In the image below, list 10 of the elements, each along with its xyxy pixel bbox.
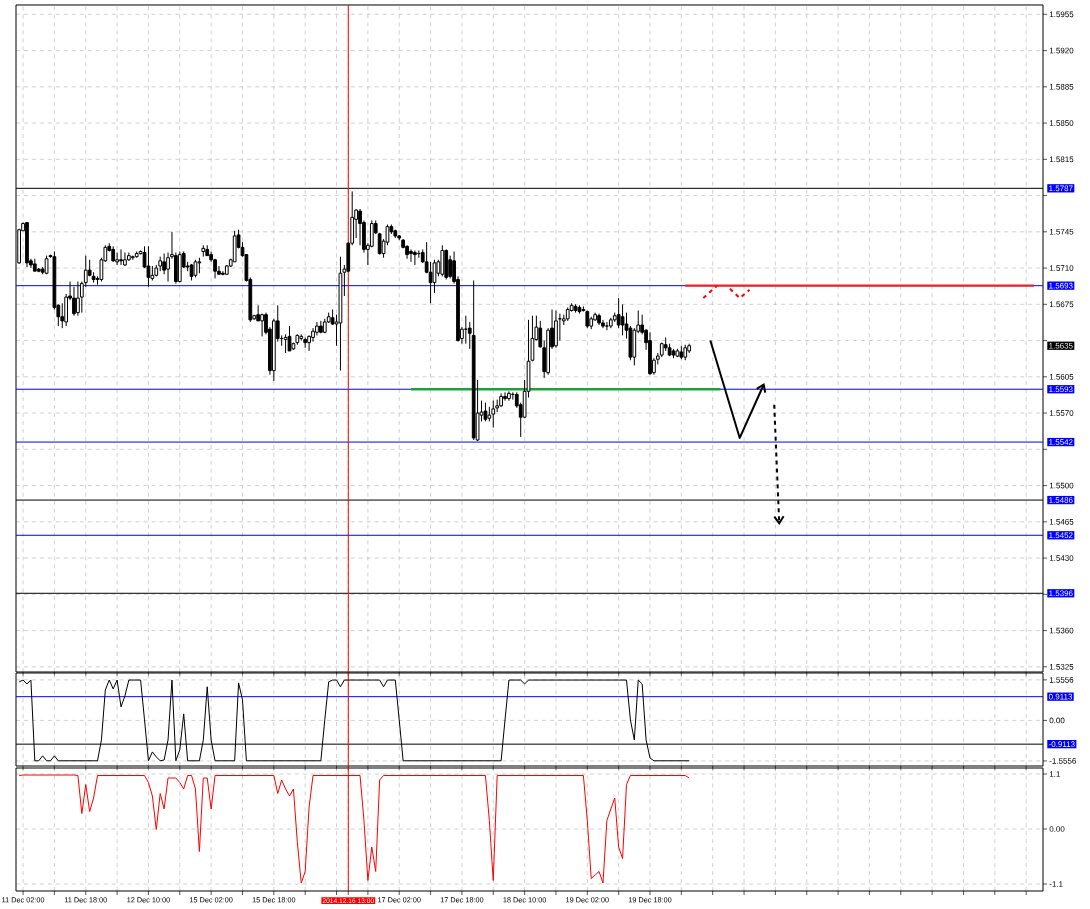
candlestick xyxy=(620,303,625,336)
candlestick xyxy=(119,248,123,266)
candlestick xyxy=(72,286,76,317)
candlestick xyxy=(76,281,80,317)
candlestick xyxy=(123,252,127,267)
candlestick xyxy=(413,249,417,266)
candlestick xyxy=(440,244,445,277)
candlestick xyxy=(409,248,413,263)
candlestick xyxy=(283,333,288,354)
candlestick xyxy=(503,391,507,402)
